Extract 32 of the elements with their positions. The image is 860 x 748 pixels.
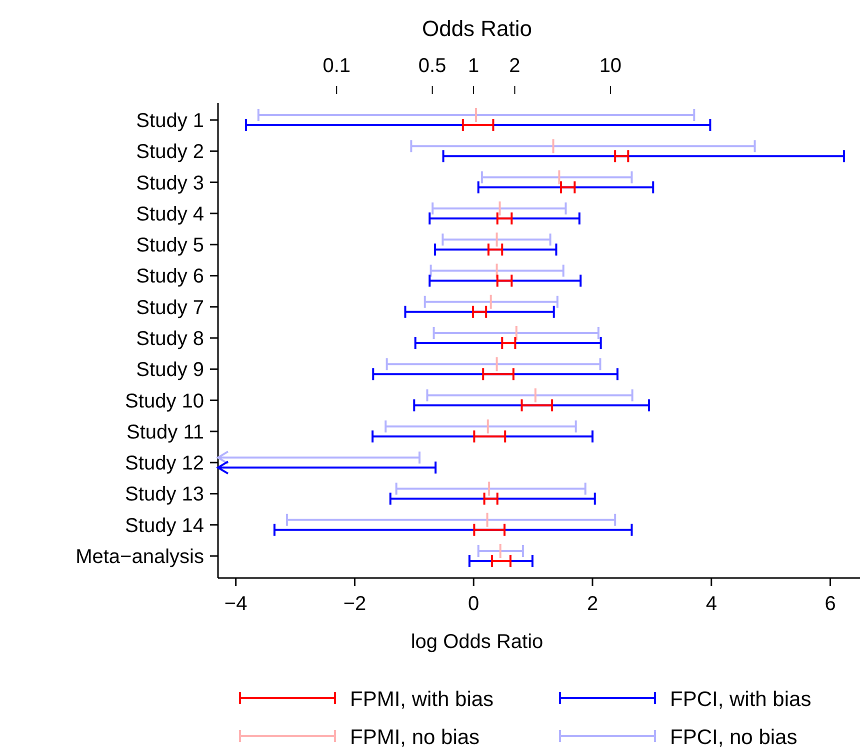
y-tick-label: Study 14 <box>125 514 204 537</box>
legend-label: FPCI, no bias <box>670 726 798 748</box>
y-tick-label: Study 8 <box>136 328 204 350</box>
y-tick-label: Study 2 <box>136 141 204 164</box>
y-tick-label: Study 1 <box>136 110 204 132</box>
x2-tick-label: 1 <box>468 55 480 77</box>
x-tick-label: 2 <box>586 593 598 615</box>
y-tick-label: Study 11 <box>126 421 204 444</box>
x-tick-label: −4 <box>224 593 248 615</box>
y-tick-label: Meta−analysis <box>76 546 204 568</box>
y-tick-label: Study 6 <box>136 266 204 288</box>
x-tick-label: 6 <box>824 593 836 615</box>
legend-label: FPMI, with bias <box>350 688 494 711</box>
x-axis-title: log Odds Ratio <box>410 631 544 653</box>
y-tick-label: Study 3 <box>136 172 204 194</box>
y-tick-label: Study 4 <box>136 203 204 226</box>
x2-tick-label: 10 <box>599 55 622 77</box>
legend-label: FPMI, no bias <box>350 726 480 748</box>
x-tick-label: −2 <box>343 593 366 615</box>
y-tick-label: Study 13 <box>125 484 204 506</box>
x-tick-label: 4 <box>706 593 717 615</box>
y-tick-label: Study 12 <box>125 452 204 475</box>
y-tick-label: Study 5 <box>136 234 204 257</box>
y-tick-label: Study 10 <box>125 390 204 412</box>
x2-tick-label: 0.1 <box>322 55 351 77</box>
x2-tick-label: 2 <box>509 55 520 77</box>
y-tick-label: Study 7 <box>136 296 204 319</box>
y-tick-label: Study 9 <box>136 359 204 382</box>
x-tick-label: 0 <box>468 593 480 615</box>
x2-axis-title: Odds Ratio <box>422 16 532 41</box>
legend-label: FPCI, with bias <box>670 688 812 711</box>
x2-tick-label: 0.5 <box>418 55 446 77</box>
